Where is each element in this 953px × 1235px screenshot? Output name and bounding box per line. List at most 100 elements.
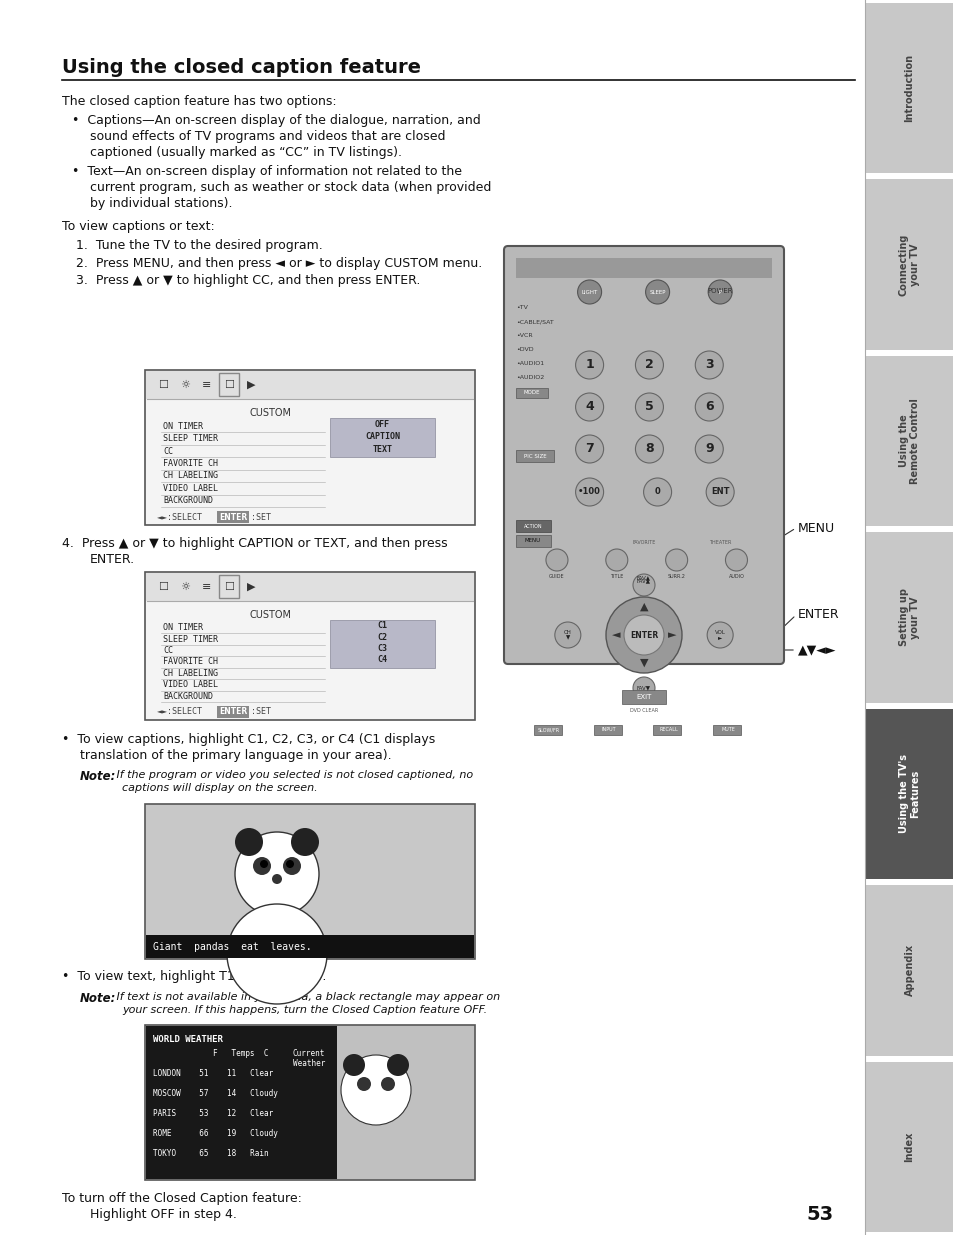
- Text: ENTER.: ENTER.: [90, 553, 135, 566]
- Bar: [146, 573, 474, 601]
- Circle shape: [665, 550, 687, 571]
- Bar: [516, 520, 551, 532]
- Text: CUSTOM: CUSTOM: [249, 610, 291, 620]
- Text: 2.  Press MENU, and then press ◄ or ► to display CUSTOM menu.: 2. Press MENU, and then press ◄ or ► to …: [76, 257, 482, 269]
- Circle shape: [635, 393, 662, 421]
- Bar: [216, 706, 249, 718]
- Text: BACKGROUND: BACKGROUND: [163, 496, 213, 505]
- Bar: [330, 417, 435, 457]
- Text: 3.  Press ▲ or ▼ to highlight CC, and then press ENTER.: 3. Press ▲ or ▼ to highlight CC, and the…: [76, 274, 420, 288]
- Text: ON TIMER: ON TIMER: [163, 624, 203, 632]
- Text: A closed caption signal may not display in the: A closed caption signal may not display …: [507, 576, 763, 585]
- Text: Giant  pandas  eat  leaves.: Giant pandas eat leaves.: [152, 942, 312, 952]
- Bar: [145, 370, 475, 525]
- Text: CH
▼: CH ▼: [563, 630, 571, 641]
- Text: FAV▼: FAV▼: [637, 685, 650, 690]
- Text: Connecting
your TV: Connecting your TV: [898, 233, 920, 296]
- Text: GUIDE: GUIDE: [549, 574, 564, 579]
- Text: 4.  Press ▲ or ▼ to highlight CAPTION or TEXT, and then press: 4. Press ▲ or ▼ to highlight CAPTION or …: [62, 537, 447, 550]
- Bar: [864, 179, 953, 350]
- Circle shape: [707, 280, 731, 304]
- Text: TITLE: TITLE: [610, 574, 623, 579]
- Text: F   Temps  C: F Temps C: [213, 1049, 268, 1058]
- Text: C2: C2: [377, 632, 387, 642]
- Text: ◄: ◄: [611, 630, 619, 640]
- Circle shape: [575, 478, 603, 506]
- Text: To turn off the Closed Caption feature:: To turn off the Closed Caption feature:: [62, 1192, 301, 1205]
- Text: CC: CC: [163, 646, 172, 655]
- Text: •  when a videotape has been dubbed: • when a videotape has been dubbed: [507, 604, 720, 614]
- Text: FAVORITE CH: FAVORITE CH: [163, 459, 218, 468]
- Text: ≡: ≡: [202, 380, 212, 390]
- Bar: [146, 935, 474, 958]
- Text: Weather: Weather: [293, 1058, 325, 1068]
- Text: Introduction: Introduction: [903, 54, 914, 122]
- Text: 4: 4: [584, 400, 594, 414]
- Circle shape: [635, 435, 662, 463]
- Text: 53: 53: [805, 1205, 833, 1224]
- Bar: [145, 1025, 475, 1179]
- Text: •  To view captions, highlight C1, C2, C3, or C4 (C1 displays: • To view captions, highlight C1, C2, C3…: [62, 734, 435, 746]
- Text: translation of the primary language in your area).: translation of the primary language in y…: [80, 748, 392, 762]
- Bar: [713, 725, 740, 735]
- Circle shape: [253, 857, 271, 876]
- Text: C1: C1: [377, 621, 387, 630]
- Circle shape: [643, 478, 671, 506]
- Bar: [621, 690, 665, 704]
- Text: ROME      66    19   Cloudy: ROME 66 19 Cloudy: [152, 1129, 277, 1137]
- Text: C3: C3: [377, 645, 387, 653]
- Bar: [864, 532, 953, 703]
- Circle shape: [260, 860, 268, 868]
- Text: ►: ►: [667, 630, 676, 640]
- Text: ENTER: ENTER: [629, 631, 658, 640]
- Text: sound effects of TV programs and videos that are closed: sound effects of TV programs and videos …: [90, 130, 445, 143]
- Text: CC: CC: [163, 447, 172, 456]
- Text: 8: 8: [644, 442, 653, 456]
- Text: Highlight OFF in step 4.: Highlight OFF in step 4.: [90, 1208, 236, 1221]
- Text: :SET: :SET: [251, 513, 271, 521]
- FancyBboxPatch shape: [503, 246, 783, 664]
- Text: captions will display on the screen.: captions will display on the screen.: [122, 783, 317, 793]
- Text: •AUDIO2: •AUDIO2: [516, 375, 543, 380]
- Text: ENTER: ENTER: [797, 609, 839, 621]
- Bar: [145, 804, 475, 960]
- Circle shape: [545, 550, 567, 571]
- Text: Note:: Note:: [80, 769, 116, 783]
- Circle shape: [283, 857, 301, 876]
- Bar: [864, 709, 953, 879]
- Text: MODE: MODE: [523, 390, 539, 395]
- Bar: [145, 572, 475, 720]
- Text: ≡: ≡: [202, 582, 212, 592]
- Bar: [146, 1026, 337, 1179]
- Text: 0: 0: [654, 488, 659, 496]
- Circle shape: [291, 827, 318, 856]
- Text: BACKGROUND: BACKGROUND: [163, 692, 213, 700]
- Circle shape: [227, 904, 327, 1004]
- Bar: [864, 2, 953, 173]
- Circle shape: [380, 1077, 395, 1091]
- Circle shape: [234, 832, 318, 916]
- Text: SLEEP: SLEEP: [649, 289, 665, 294]
- Text: ENT: ENT: [710, 488, 729, 496]
- Text: CUSTOM: CUSTOM: [249, 408, 291, 417]
- Text: CAPTION: CAPTION: [365, 432, 399, 441]
- Bar: [534, 725, 561, 735]
- Text: FAVORITE: FAVORITE: [632, 540, 655, 545]
- Circle shape: [633, 677, 655, 699]
- Circle shape: [356, 1077, 371, 1091]
- Text: TOKYO     65    18   Rain: TOKYO 65 18 Rain: [152, 1149, 269, 1158]
- Circle shape: [555, 622, 580, 648]
- Text: Appendix: Appendix: [903, 945, 914, 997]
- Text: SLEEP TIMER: SLEEP TIMER: [163, 635, 218, 643]
- Bar: [146, 1026, 474, 1179]
- Text: •AUDIO1: •AUDIO1: [516, 361, 543, 366]
- Text: VOL
►: VOL ►: [714, 630, 725, 641]
- Text: To view captions or text:: To view captions or text:: [62, 220, 214, 233]
- Text: MENU: MENU: [797, 521, 834, 535]
- Text: ☼: ☼: [180, 380, 190, 390]
- Text: Index: Index: [903, 1131, 914, 1162]
- Text: 7: 7: [584, 442, 594, 456]
- Text: LONDON    51    11   Clear: LONDON 51 11 Clear: [152, 1070, 273, 1078]
- Circle shape: [340, 1055, 411, 1125]
- Circle shape: [695, 435, 722, 463]
